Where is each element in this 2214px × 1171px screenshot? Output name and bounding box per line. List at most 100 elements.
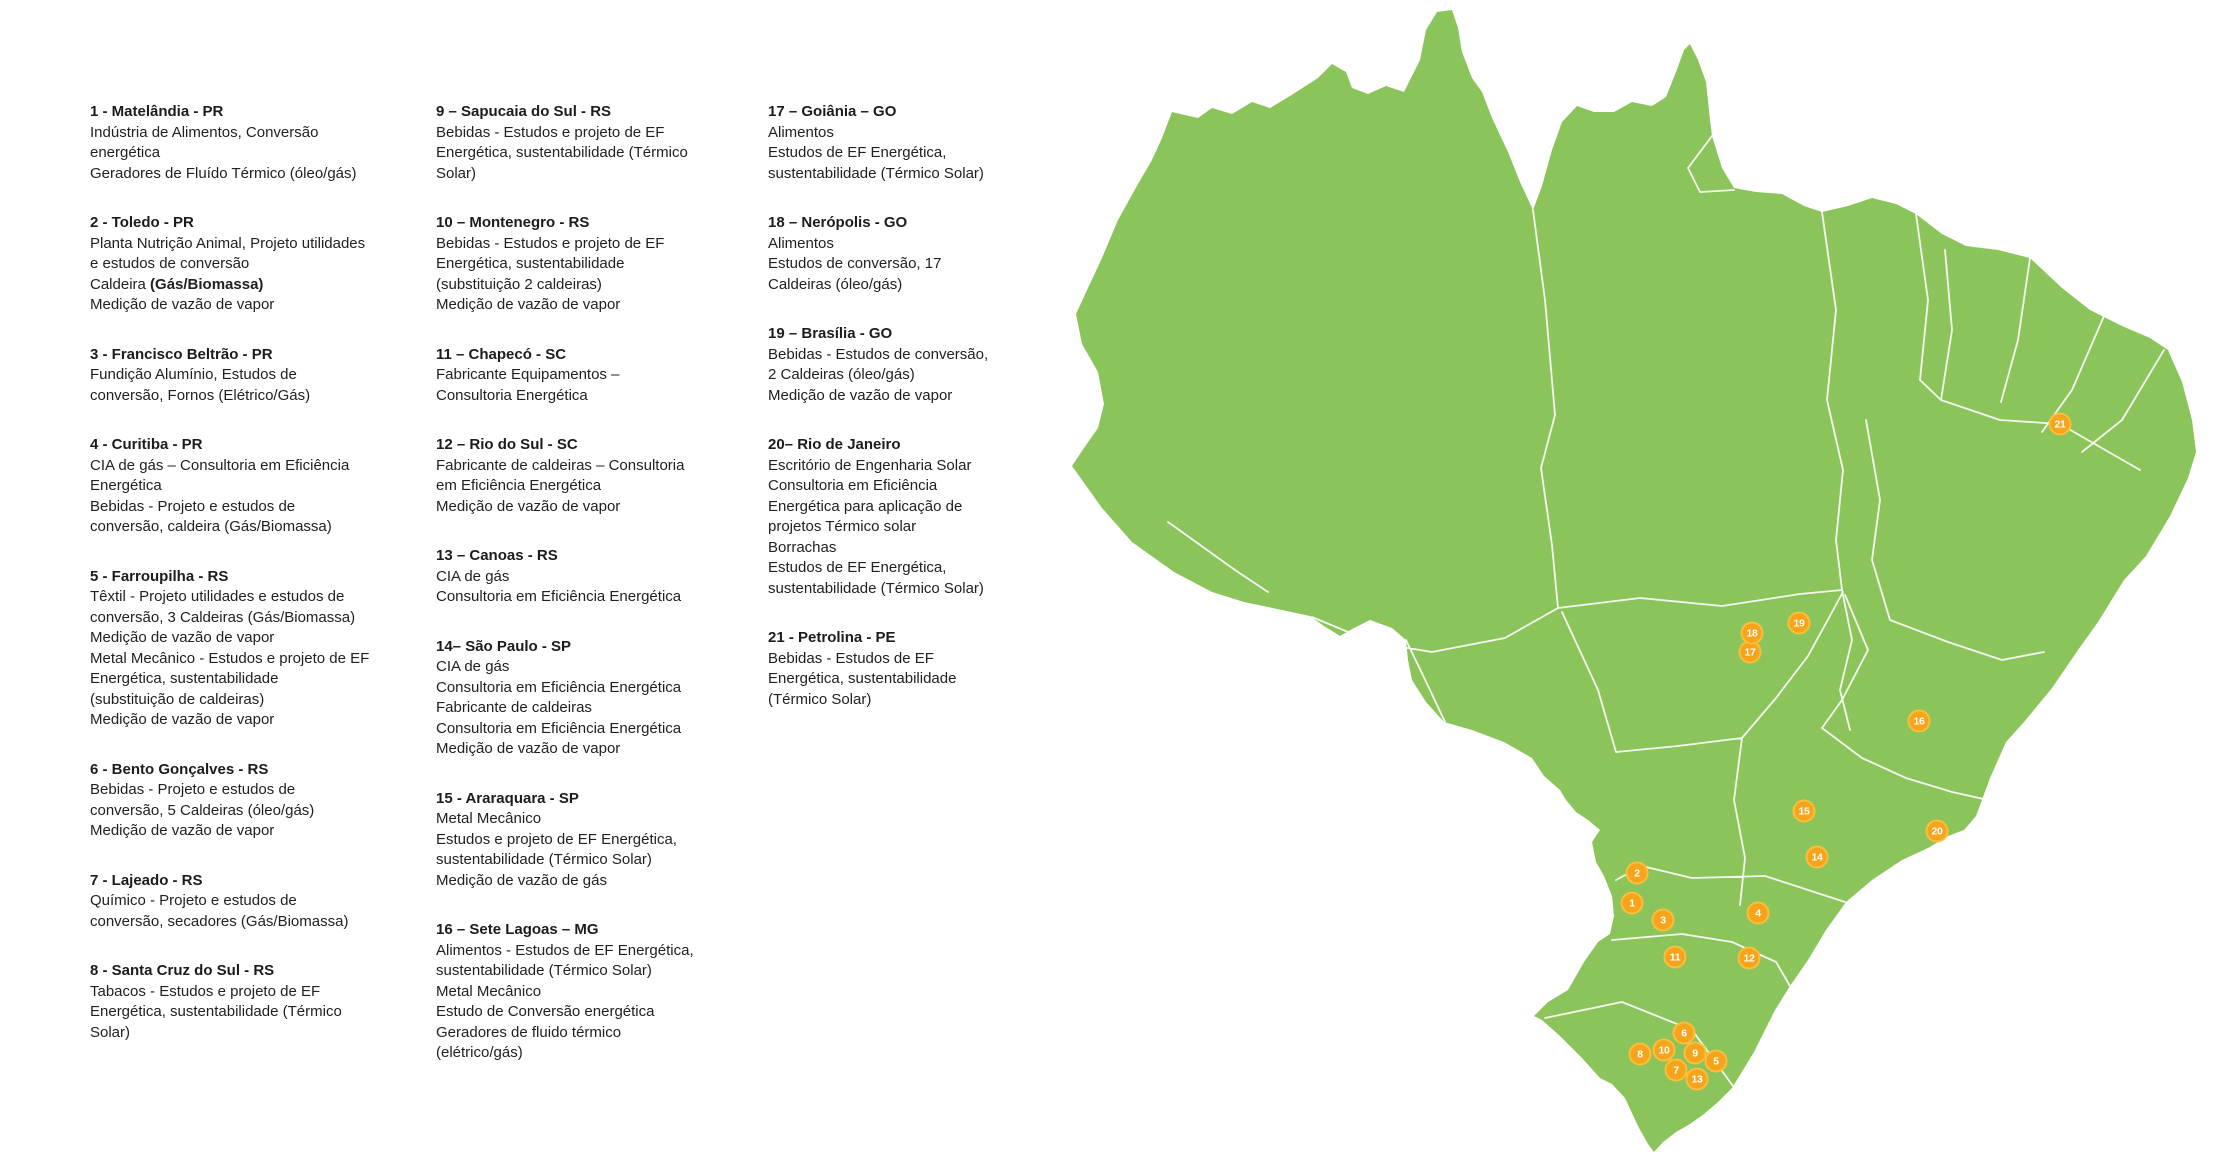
legend-entry: 5 - Farroupilha - RS Têxtil - Projeto uti… — [90, 567, 369, 731]
legend-entry-line: conversão, 3 Caldeiras (Gás/Biomassa) — [90, 608, 356, 626]
map-marker-5[interactable]: 5 — [1704, 1049, 1728, 1073]
legend-entry-line: Bebidas - Projeto e estudos de — [90, 781, 296, 798]
map-marker-6[interactable]: 6 — [1672, 1021, 1696, 1045]
map-marker-1[interactable]: 1 — [1620, 891, 1644, 915]
legend-entry-title: 10 – Montenegro - RS — [436, 214, 590, 231]
legend-entry-line: sustentabilidade (Térmico Solar) — [436, 851, 652, 868]
legend-entry-line: CIA de gás — [436, 567, 510, 585]
legend-entry-line: Estudos de EF Energética, — [768, 144, 947, 161]
legend-entry-line: Energética — [90, 477, 162, 494]
map-marker-4[interactable]: 4 — [1746, 901, 1770, 925]
legend-entry-title: 3 - Francisco Beltrão - PR — [90, 345, 273, 363]
legend-column-3: 17 – Goiânia – GO Alimentos Estudos de EF … — [768, 102, 988, 739]
map-marker-12[interactable]: 12 — [1737, 946, 1761, 970]
legend-entry-line: Tabacos - Estudos e projeto de EF — [90, 982, 321, 1000]
map-marker-11[interactable]: 11 — [1663, 945, 1687, 969]
legend-entry-line: Energética, sustentabilidade (Térmico — [436, 144, 688, 161]
legend-entry-title: 15 - Araraquara - SP — [436, 789, 579, 807]
legend-entry-line: Consultoria em Eficiência Energética — [436, 588, 682, 605]
map-marker-3[interactable]: 3 — [1651, 908, 1675, 932]
legend-entry-line: conversão, 5 Caldeiras (óleo/gás) — [90, 801, 315, 819]
legend-entry-line: Alimentos — [768, 234, 834, 252]
legend-entry-line: Caldeira (Gás/Biomassa) — [90, 275, 264, 293]
legend-entry-line: Energética, sustentabilidade — [768, 670, 957, 687]
legend-entry: 19 – Brasília - GO Bebidas - Estudos de c… — [768, 324, 988, 406]
legend-entry-line: Solar) — [90, 1023, 131, 1041]
legend-entry-line: Solar) — [436, 164, 477, 182]
map-marker-20[interactable]: 20 — [1925, 819, 1949, 843]
legend-entry-line: Metal Mecânico — [436, 982, 542, 1000]
legend-entry-title: 4 - Curitiba - PR — [90, 436, 203, 453]
legend-entry-line: Medição de vazão de vapor — [436, 497, 621, 515]
legend-entry-title: 1 - Matelândia - PR — [90, 103, 224, 120]
legend-entry-line: Estudo de Conversão energética — [436, 1003, 655, 1020]
legend-entry-title: 8 - Santa Cruz do Sul - RS — [90, 962, 275, 979]
legend-entry: 7 - Lajeado - RS Químico - Projeto e estu… — [90, 871, 369, 933]
legend-entry-line: Energética, sustentabilidade — [90, 670, 279, 687]
legend-entry-line: Medição de vazão de vapor — [768, 386, 953, 404]
legend-entry: 4 - Curitiba - PR CIA de gás – Consultori… — [90, 435, 369, 538]
map-marker-15[interactable]: 15 — [1792, 799, 1816, 823]
legend-entry-line: Consultoria em Eficiência Energética — [436, 678, 682, 696]
legend-entry: 18 – Nerópolis - GO Alimentos Estudos de c… — [768, 213, 988, 295]
legend-entry: 13 – Canoas - RS CIA de gás Consultoria em… — [436, 546, 694, 608]
map-marker-9[interactable]: 9 — [1683, 1041, 1707, 1065]
legend-entry-line: Bebidas - Estudos e projeto de EF — [436, 234, 665, 252]
legend-entry-line: Consultoria em Eficiência Energética — [436, 719, 682, 737]
legend-entry-line: Bebidas - Estudos de EF — [768, 649, 934, 667]
map-marker-13[interactable]: 13 — [1685, 1067, 1709, 1091]
legend-entry-line: Energética, sustentabilidade (Térmico — [90, 1003, 342, 1020]
legend-entry-line: Energética, sustentabilidade — [436, 255, 625, 272]
legend-entry-line: Estudos de EF Energética, — [768, 559, 947, 576]
legend-column-1: 1 - Matelândia - PR Indústria de Alimento… — [90, 102, 369, 1072]
legend-entry-title: 17 – Goiânia – GO — [768, 103, 897, 120]
legend-entry-title: 19 – Brasília - GO — [768, 325, 893, 342]
map-marker-7[interactable]: 7 — [1664, 1058, 1688, 1082]
map-marker-14[interactable]: 14 — [1805, 845, 1829, 869]
legend-entry-title: 7 - Lajeado - RS — [90, 871, 203, 889]
map-marker-16[interactable]: 16 — [1907, 709, 1931, 733]
map-marker-8[interactable]: 8 — [1628, 1042, 1652, 1066]
map-marker-10[interactable]: 10 — [1652, 1038, 1676, 1062]
legend-entry: 2 - Toledo - PR Planta Nutrição Animal, P… — [90, 213, 369, 316]
legend-entry-line: Fabricante de caldeiras – Consultoria — [436, 456, 685, 474]
legend-entry-line: Escritório de Engenharia Solar — [768, 456, 972, 474]
legend-entry-line: Geradores de Fluído Térmico (óleo/gás) — [90, 164, 357, 182]
state-borders — [1167, 135, 2165, 1087]
map-marker-18[interactable]: 18 — [1740, 621, 1764, 645]
legend-entry-line: Energética para aplicação de — [768, 497, 963, 515]
map-marker-19[interactable]: 19 — [1787, 611, 1811, 635]
legend-entry-line: Estudos de conversão, 17 — [768, 255, 942, 272]
legend-entry: 11 – Chapecó - SC Fabricante Equipamentos… — [436, 345, 694, 407]
legend-entry-line: sustentabilidade (Térmico Solar) — [436, 962, 652, 979]
legend-entry-line: conversão, caldeira (Gás/Biomassa) — [90, 518, 332, 535]
map-marker-21[interactable]: 21 — [2048, 412, 2072, 436]
map-marker-2[interactable]: 2 — [1625, 861, 1649, 885]
legend-entry: 20– Rio de Janeiro Escritório de Engenhar… — [768, 435, 988, 599]
legend-entry-title: 13 – Canoas - RS — [436, 547, 558, 564]
legend-entry-line: Medição de vazão de vapor — [436, 296, 621, 313]
legend-entry-title: 18 – Nerópolis - GO — [768, 214, 908, 231]
legend-entry-line: Químico - Projeto e estudos de — [90, 892, 297, 909]
legend-entry: 15 - Araraquara - SP Metal Mecânico Estudo… — [436, 789, 694, 892]
legend-entry-line: Metal Mecânico - Estudos e projeto de EF — [90, 649, 370, 667]
legend-entry-title: 2 - Toledo - PR — [90, 214, 194, 231]
legend-entry-title: 14– São Paulo - SP — [436, 637, 572, 655]
legend-entry-title: 21 - Petrolina - PE — [768, 629, 896, 646]
legend-entry-line: Consultoria Energética — [436, 386, 588, 404]
legend-entry: 1 - Matelândia - PR Indústria de Alimento… — [90, 102, 369, 184]
legend-entry-line: Medição de vazão de vapor — [90, 711, 275, 728]
legend-entry: 14– São Paulo - SP CIA de gás Consultoria … — [436, 637, 694, 760]
legend-entry-line: em Eficiência Energética — [436, 477, 602, 494]
legend-entry-line: (elétrico/gás) — [436, 1044, 523, 1061]
legend-entry-line: CIA de gás — [436, 658, 510, 675]
legend-entry-line: Fundição Alumínio, Estudos de — [90, 366, 297, 383]
legend-entry-line: Planta Nutrição Animal, Projeto utilidad… — [90, 234, 366, 252]
legend-entry-line: Fabricante de caldeiras — [436, 699, 592, 716]
legend-entry-title: 12 – Rio do Sul - SC — [436, 436, 578, 453]
legend-entry-line: Geradores de fluido térmico — [436, 1023, 622, 1041]
legend-entry-line: Têxtil - Projeto utilidades e estudos de — [90, 588, 345, 605]
legend-entry-line: Indústria de Alimentos, Conversão — [90, 123, 319, 141]
legend-entry-line: e estudos de conversão — [90, 255, 250, 272]
